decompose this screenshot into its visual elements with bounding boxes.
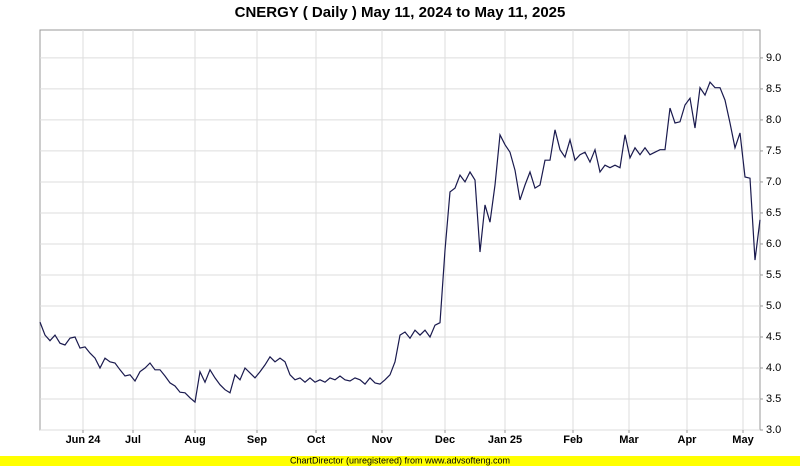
price-line (39, 80, 761, 404)
x-tick-label: Sep (247, 434, 267, 446)
y-tick-label: 7.5 (766, 145, 781, 157)
chart-title: CNERGY ( Daily ) May 11, 2024 to May 11,… (235, 4, 566, 21)
y-tick-label: 6.0 (766, 238, 781, 250)
x-tick-label: Aug (184, 434, 205, 446)
plot-area (39, 29, 761, 431)
y-tick-label: 4.0 (766, 362, 781, 374)
y-tick-label: 5.0 (766, 300, 781, 312)
x-tick-label: Apr (678, 434, 698, 446)
x-tick-label: Mar (619, 434, 639, 446)
y-tick-label: 4.5 (766, 331, 781, 343)
x-tick-label: Dec (435, 434, 455, 446)
footer: ChartDirector (unregistered) from www.ad… (290, 455, 510, 465)
x-tick-label: May (732, 434, 754, 446)
x-tick-label: Nov (372, 434, 394, 446)
y-tick-label: 3.5 (766, 393, 781, 405)
y-tick-label: 7.0 (766, 176, 781, 188)
x-tick-label: Jan 25 (488, 434, 522, 446)
footer-bar (0, 456, 800, 466)
x-tick-label: Feb (563, 434, 583, 446)
y-tick-label: 5.5 (766, 269, 781, 281)
y-tick-label: 3.0 (766, 424, 781, 436)
x-tick-label: Oct (307, 434, 326, 446)
y-tick-label: 6.5 (766, 207, 781, 219)
y-tick-label: 9.0 (766, 52, 781, 64)
y-tick-label: 8.5 (766, 83, 781, 95)
x-tick-label: Jul (125, 434, 141, 446)
x-tick-label: Jun 24 (66, 434, 102, 446)
y-tick-label: 8.0 (766, 114, 781, 126)
